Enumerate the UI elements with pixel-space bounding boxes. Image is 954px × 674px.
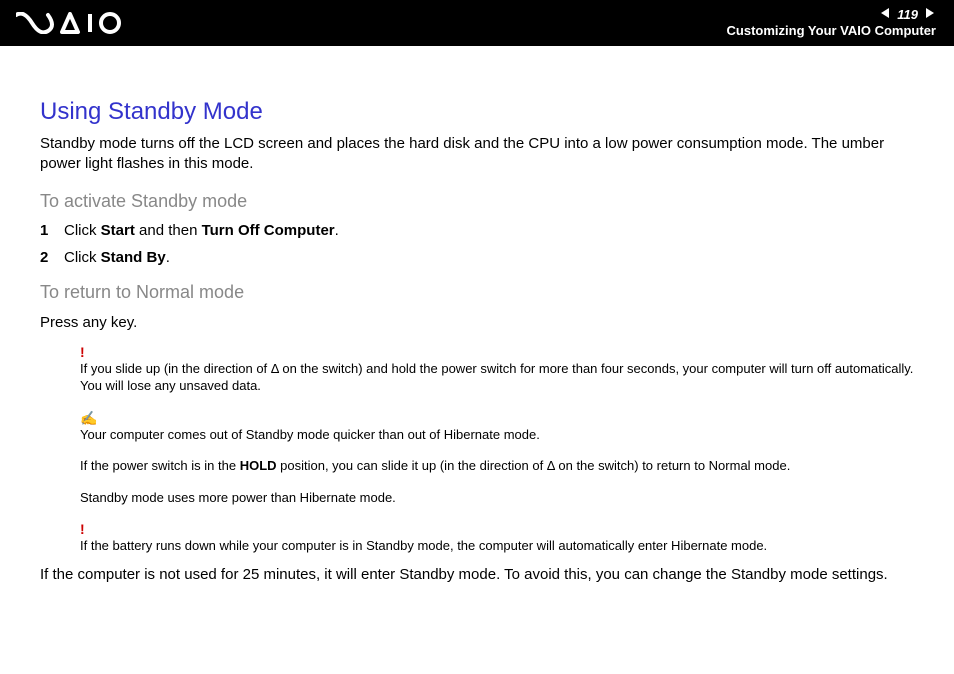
warning-text: If you slide up (in the direction of Δ o…: [80, 360, 914, 395]
header-right: 119 Customizing Your VAIO Computer: [727, 7, 936, 38]
prev-page-icon[interactable]: [879, 7, 891, 23]
header-bar: 119 Customizing Your VAIO Computer: [0, 0, 954, 46]
intro-paragraph: Standby mode turns off the LCD screen an…: [40, 134, 914, 175]
press-any-key: Press any key.: [40, 313, 914, 333]
steps-list: 1 Click Start and then Turn Off Computer…: [40, 222, 914, 266]
tip-text: Your computer comes out of Standby mode …: [80, 426, 914, 444]
step-item: 2 Click Stand By.: [40, 249, 914, 266]
warning-text: If the battery runs down while your comp…: [80, 537, 914, 555]
step-number: 2: [40, 249, 64, 266]
step-item: 1 Click Start and then Turn Off Computer…: [40, 222, 914, 239]
step-text: Click Start and then Turn Off Computer.: [64, 222, 339, 239]
next-page-icon[interactable]: [924, 7, 936, 23]
document-section-title: Customizing Your VAIO Computer: [727, 23, 936, 39]
vaio-logo-svg: [16, 12, 126, 34]
vaio-logo: [16, 12, 126, 34]
page-title: Using Standby Mode: [40, 98, 914, 126]
tip-text: If the power switch is in the HOLD posit…: [80, 457, 914, 475]
final-paragraph: If the computer is not used for 25 minut…: [40, 565, 914, 585]
subheading-activate: To activate Standby mode: [40, 191, 914, 212]
subheading-return: To return to Normal mode: [40, 282, 914, 303]
page-number: 119: [897, 7, 918, 23]
page-nav: 119: [879, 7, 936, 23]
step-number: 1: [40, 222, 64, 239]
page-content: Using Standby Mode Standby mode turns of…: [0, 46, 954, 585]
step-text: Click Stand By.: [64, 249, 170, 266]
notes-block: ! If you slide up (in the direction of Δ…: [80, 343, 914, 555]
tip-text: Standby mode uses more power than Hibern…: [80, 489, 914, 507]
